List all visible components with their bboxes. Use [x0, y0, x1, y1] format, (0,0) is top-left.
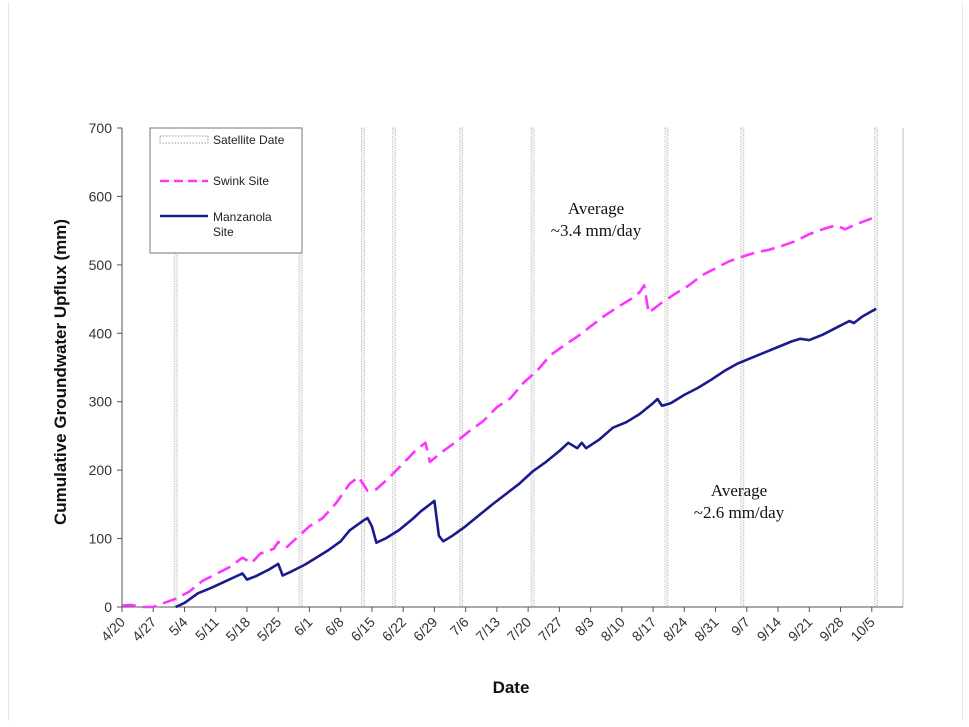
- x-axis: 4/20 4/27 5/4 5/11 5/18 5/25 6/1 6/8 6/15 6/22 6/2…: [98, 606, 903, 645]
- x-tick-label: 10/5: [847, 614, 878, 645]
- x-tick-label: 5/11: [192, 614, 222, 644]
- x-axis-title: Date: [493, 678, 530, 697]
- x-tick-label: 7/27: [535, 614, 566, 645]
- y-axis-title: Cumulative Groundwater Upflux (mm): [51, 219, 70, 525]
- annotation-swink-average: Average: [568, 199, 624, 218]
- satellite-date-line: [740, 127, 745, 608]
- legend-swatch-satellite: [159, 135, 209, 144]
- legend: Satellite Date Swink Site Manzanola Site: [149, 127, 303, 254]
- x-tick-label: 8/17: [629, 614, 660, 645]
- y-tick-label: 0: [104, 599, 112, 615]
- legend-label-manzanola-line2: Site: [213, 225, 234, 239]
- x-tick-label: 8/10: [597, 614, 628, 645]
- legend-label-satellite: Satellite Date: [213, 133, 285, 147]
- y-tick-label: 300: [89, 394, 113, 410]
- satellite-date-line: [530, 127, 535, 608]
- y-tick-label: 200: [89, 462, 113, 478]
- y-axis: 0 100 200 300 400 500 600 700: [89, 120, 904, 615]
- x-tick-label: 6/22: [379, 614, 410, 645]
- x-tick-label: 8/31: [691, 614, 722, 645]
- x-tick-label: 6/15: [347, 614, 378, 645]
- series-lines: [121, 217, 877, 609]
- x-tick-label: 5/4: [166, 614, 191, 639]
- chart-frame: [8, 2, 963, 721]
- x-tick-label: 7/13: [472, 614, 503, 645]
- satellite-date-line: [874, 127, 879, 608]
- annotation-swink-rate: ~3.4 mm/day: [551, 221, 642, 240]
- annotation-manzanola-average: Average: [711, 481, 767, 500]
- y-tick-label: 400: [89, 325, 113, 341]
- x-tick-label: 4/27: [129, 614, 160, 645]
- annotation-manzanola-rate: ~2.6 mm/day: [694, 503, 785, 522]
- y-tick-label: 500: [89, 257, 113, 273]
- legend-label-swink: Swink Site: [213, 174, 269, 188]
- x-tick-label: 9/28: [816, 614, 847, 645]
- x-tick-label: 6/1: [290, 614, 315, 639]
- swink-site-line: [121, 217, 873, 609]
- satellite-date-line: [664, 127, 669, 608]
- legend-box: [149, 127, 303, 254]
- satellite-date-line: [361, 127, 365, 608]
- x-tick-label: 6/29: [410, 614, 441, 645]
- manzanola-site-line: [175, 307, 877, 609]
- x-tick-label: 4/20: [98, 614, 129, 645]
- satellite-date-line: [459, 127, 464, 608]
- x-tick-label: 8/24: [660, 614, 691, 645]
- y-tick-label: 100: [89, 531, 113, 547]
- x-tick-label: 9/7: [728, 614, 753, 639]
- x-tick-label: 7/20: [504, 614, 535, 645]
- x-tick-label: 9/14: [754, 614, 785, 645]
- x-tick-label: 8/3: [572, 614, 597, 639]
- y-tick-label: 700: [89, 120, 113, 136]
- x-tick-label: 5/25: [254, 614, 285, 645]
- legend-label-manzanola: Manzanola: [213, 210, 272, 224]
- x-tick-label: 6/8: [322, 614, 347, 639]
- y-tick-label: 600: [89, 188, 113, 204]
- x-tick-label: 7/6: [447, 614, 472, 639]
- x-tick-label: 9/21: [785, 614, 816, 645]
- x-tick-label: 5/18: [222, 614, 253, 645]
